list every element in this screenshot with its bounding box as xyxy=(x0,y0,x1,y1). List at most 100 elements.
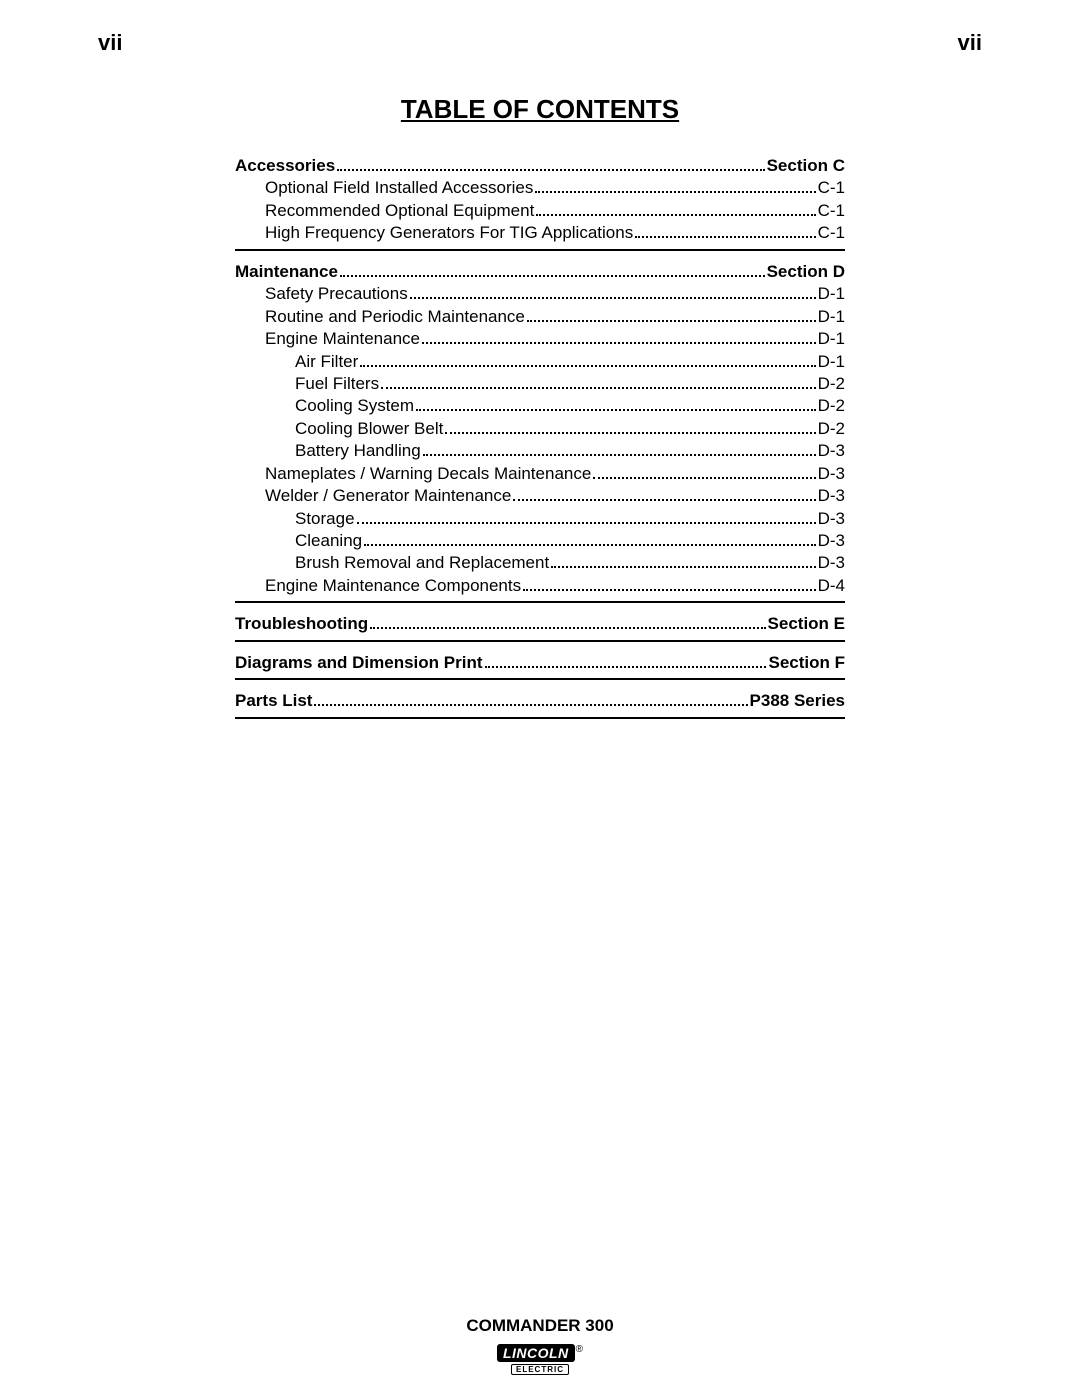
toc-entry: Safety Precautions D-1 xyxy=(235,283,845,305)
toc-entry-page: D-1 xyxy=(818,328,845,350)
toc-entry-label: Fuel Filters xyxy=(295,373,379,395)
toc-entry-page: D-3 xyxy=(818,440,845,462)
page-footer: COMMANDER 300 LINCOLN® ELECTRIC xyxy=(0,1316,1080,1377)
toc-header-page: Section F xyxy=(768,652,845,674)
toc-entry: Recommended Optional Equipment C-1 xyxy=(235,200,845,222)
toc-entry: Engine Maintenance Components D-4 xyxy=(235,575,845,597)
toc-leader-dots xyxy=(536,214,815,216)
toc-entry: Engine Maintenance D-1 xyxy=(235,328,845,350)
toc-entry-page: D-2 xyxy=(818,373,845,395)
toc-entry-label: Nameplates / Warning Decals Maintenance xyxy=(265,463,591,485)
toc-leader-dots xyxy=(593,477,815,479)
toc-entry: Fuel Filters D-2 xyxy=(235,373,845,395)
toc-leader-dots xyxy=(445,432,815,434)
toc-leader-dots xyxy=(337,169,764,171)
toc-section-header: Parts List P388 Series xyxy=(235,690,845,712)
toc-leader-dots xyxy=(423,454,816,456)
toc-entry-label: Battery Handling xyxy=(295,440,421,462)
toc-leader-dots xyxy=(527,320,816,322)
toc-entry: Cooling Blower Belt D-2 xyxy=(235,418,845,440)
toc-header-label: Parts List xyxy=(235,690,312,712)
toc-entry: Cleaning D-3 xyxy=(235,530,845,552)
toc-header-page: Section C xyxy=(767,155,845,177)
toc-entry-label: Storage xyxy=(295,508,355,530)
brand-logo: LINCOLN® ELECTRIC xyxy=(497,1344,583,1375)
toc-entry-page: D-3 xyxy=(818,530,845,552)
toc-leader-dots xyxy=(357,522,816,524)
toc-title: TABLE OF CONTENTS xyxy=(98,94,982,125)
toc-section-header: Maintenance Section D xyxy=(235,261,845,283)
toc-leader-dots xyxy=(340,275,765,277)
toc-entry-label: Optional Field Installed Accessories xyxy=(265,177,533,199)
toc-entry-page: D-1 xyxy=(818,351,845,373)
toc-entry-label: Welder / Generator Maintenance xyxy=(265,485,511,507)
toc-entry-label: Engine Maintenance Components xyxy=(265,575,521,597)
toc-entry: Battery Handling D-3 xyxy=(235,440,845,462)
toc-entry: Optional Field Installed Accessories C-1 xyxy=(235,177,845,199)
toc-entry-label: Engine Maintenance xyxy=(265,328,420,350)
toc-entry-page: C-1 xyxy=(818,222,845,244)
toc-leader-dots xyxy=(360,365,815,367)
toc-entry-page: D-3 xyxy=(818,552,845,574)
toc-entry-page: D-3 xyxy=(818,508,845,530)
toc-section: MaintenanceSection DSafety Precautions D… xyxy=(235,261,845,604)
toc-header-page: Section E xyxy=(768,613,845,635)
toc-leader-dots xyxy=(635,236,815,238)
toc-leader-dots xyxy=(485,666,767,668)
page-num-right: vii xyxy=(958,30,982,56)
toc-entry-page: C-1 xyxy=(818,200,845,222)
toc-section: AccessoriesSection COptional Field Insta… xyxy=(235,155,845,251)
brand-bottom: ELECTRIC xyxy=(511,1364,569,1375)
toc-header-page: P388 Series xyxy=(750,690,845,712)
toc-section: Parts List P388 Series xyxy=(235,690,845,718)
toc-header-label: Diagrams and Dimension Print xyxy=(235,652,483,674)
toc-leader-dots xyxy=(410,297,816,299)
toc-leader-dots xyxy=(523,589,815,591)
toc-entry: Storage D-3 xyxy=(235,508,845,530)
toc-leader-dots xyxy=(381,387,816,389)
toc-section: Troubleshooting Section E xyxy=(235,613,845,641)
toc-entry-page: D-1 xyxy=(818,306,845,328)
toc-leader-dots xyxy=(551,566,815,568)
toc-section-header: Accessories Section C xyxy=(235,155,845,177)
toc-leader-dots xyxy=(535,191,815,193)
toc-entry-label: Cooling Blower Belt xyxy=(295,418,443,440)
toc-header-label: Troubleshooting xyxy=(235,613,368,635)
toc-leader-dots xyxy=(422,342,816,344)
toc-entry: Brush Removal and Replacement D-3 xyxy=(235,552,845,574)
page-header: vii vii xyxy=(98,30,982,56)
toc-leader-dots xyxy=(314,704,747,706)
toc-leader-dots xyxy=(370,627,765,629)
toc-entry-label: Cleaning xyxy=(295,530,362,552)
brand-top: LINCOLN xyxy=(497,1344,575,1362)
toc-entry-label: Cooling System xyxy=(295,395,414,417)
toc-entry: Air Filter D-1 xyxy=(235,351,845,373)
toc-section-header: Troubleshooting Section E xyxy=(235,613,845,635)
toc-section: Diagrams and Dimension Print Section F xyxy=(235,652,845,680)
toc-entry-page: D-4 xyxy=(818,575,845,597)
toc-entry: High Frequency Generators For TIG Applic… xyxy=(235,222,845,244)
toc-header-page: Section D xyxy=(767,261,845,283)
toc-header-label: Accessories xyxy=(235,155,335,177)
toc-header-label: Maintenance xyxy=(235,261,338,283)
toc-entry-label: High Frequency Generators For TIG Applic… xyxy=(265,222,633,244)
toc-entry-page: D-3 xyxy=(818,485,845,507)
toc-entry-label: Safety Precautions xyxy=(265,283,408,305)
page-num-left: vii xyxy=(98,30,122,56)
toc-content: AccessoriesSection COptional Field Insta… xyxy=(235,155,845,719)
toc-entry: Welder / Generator Maintenance D-3 xyxy=(235,485,845,507)
toc-entry-page: D-3 xyxy=(818,463,845,485)
toc-entry-label: Recommended Optional Equipment xyxy=(265,200,534,222)
product-name: COMMANDER 300 xyxy=(0,1316,1080,1336)
toc-entry: Nameplates / Warning Decals Maintenance … xyxy=(235,463,845,485)
toc-entry: Routine and Periodic Maintenance D-1 xyxy=(235,306,845,328)
toc-entry-page: D-2 xyxy=(818,395,845,417)
toc-leader-dots xyxy=(513,499,815,501)
toc-entry-label: Routine and Periodic Maintenance xyxy=(265,306,525,328)
toc-entry-label: Brush Removal and Replacement xyxy=(295,552,549,574)
toc-entry-page: C-1 xyxy=(818,177,845,199)
toc-entry: Cooling System D-2 xyxy=(235,395,845,417)
toc-leader-dots xyxy=(364,544,815,546)
brand-reg-icon: ® xyxy=(576,1344,583,1355)
toc-leader-dots xyxy=(416,409,816,411)
